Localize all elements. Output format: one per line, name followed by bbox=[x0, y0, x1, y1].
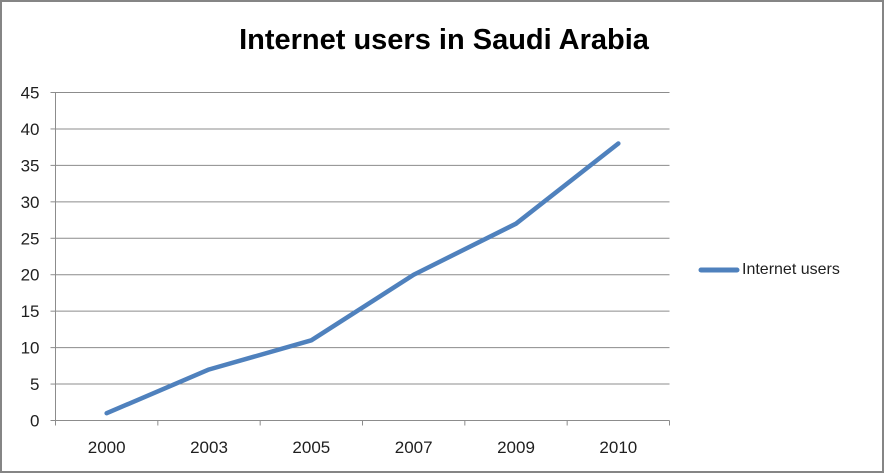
legend: Internet users bbox=[698, 260, 840, 280]
y-tick-label: 35 bbox=[21, 156, 40, 175]
y-tick-label: 45 bbox=[21, 84, 40, 103]
y-tick-label: 20 bbox=[21, 266, 40, 285]
y-tick-label: 0 bbox=[30, 412, 39, 431]
y-tick-label: 25 bbox=[21, 229, 40, 248]
legend-series-label: Internet users bbox=[742, 261, 840, 278]
x-category-label: 2007 bbox=[395, 438, 433, 457]
x-category-label: 2009 bbox=[497, 438, 535, 457]
y-tick-label: 30 bbox=[21, 193, 40, 212]
x-category-label: 2010 bbox=[599, 438, 637, 457]
y-tick-label: 15 bbox=[21, 302, 40, 321]
chart-title: Internet users in Saudi Arabia bbox=[239, 24, 649, 56]
y-tick-label: 10 bbox=[21, 339, 40, 358]
legend-line-swatch bbox=[698, 267, 740, 273]
y-tick-label: 5 bbox=[30, 375, 39, 394]
x-category-label: 2003 bbox=[190, 438, 228, 457]
series-line bbox=[104, 141, 621, 416]
x-category-label: 2005 bbox=[292, 438, 330, 457]
x-category-label: 2000 bbox=[88, 438, 126, 457]
y-tick-label: 40 bbox=[21, 120, 40, 139]
